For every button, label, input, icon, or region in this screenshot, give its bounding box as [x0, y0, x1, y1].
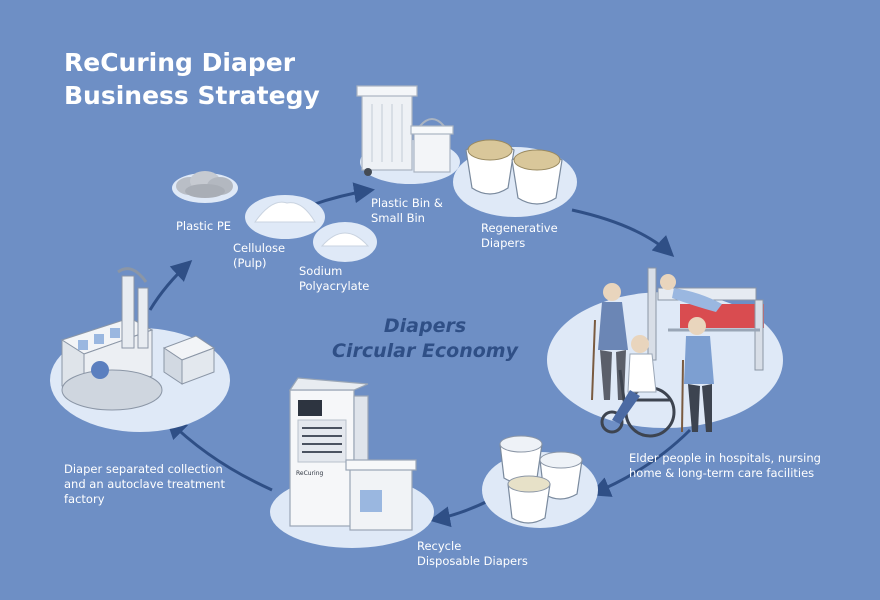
arrow-materials-to-bins	[311, 182, 375, 207]
cycle-arrows	[148, 182, 692, 528]
arrow-elder-to-used-diapers	[589, 428, 692, 497]
cellulose-label: Cellulose (Pulp)	[233, 241, 286, 270]
page-title: ReCuring Diaper Business Strategy	[64, 46, 320, 112]
arrow-bin-to-factory	[165, 417, 273, 492]
cellulose-pulp-icon	[254, 201, 316, 223]
plastic-bin-icon	[356, 85, 418, 176]
plastic-bin-label: Plastic Bin & Small Bin	[371, 196, 443, 225]
center-caption: Diapers Circular Economy	[330, 314, 520, 364]
used-diapers-icon	[499, 435, 583, 524]
elder-people-label: Elder people in hospitals, nursing home …	[629, 451, 821, 480]
regenerative-diapers-label: Regenerative Diapers	[481, 221, 558, 250]
plastic-pe-icon	[176, 171, 233, 198]
factory-icon	[60, 267, 216, 411]
sodium-polyacrylate-icon	[320, 232, 370, 247]
arrow-diapers-to-elder	[571, 208, 675, 258]
recycle-diapers-label: Recycle Disposable Diapers	[417, 539, 528, 568]
plastic-pe-label: Plastic PE	[176, 219, 232, 233]
recycling-machine-brand-text: ReCuring	[296, 470, 324, 477]
small-bin-icon	[410, 118, 454, 173]
elderly-in-wheelchair	[612, 335, 657, 424]
elderly-standing-right	[681, 317, 714, 433]
arrow-factory-to-materials	[148, 259, 193, 311]
center-caption-line-1: Diapers	[383, 315, 467, 337]
factory-label: Diaper separated collection and an autoc…	[64, 462, 225, 506]
title-line-2: Business Strategy	[64, 81, 320, 110]
title-line-1: ReCuring Diaper	[64, 48, 296, 77]
arrow-used-diapers-to-bin	[429, 498, 491, 528]
eco-bin-icon	[345, 459, 417, 531]
sodium-polyacrylate-label: Sodium Polyacrylate	[299, 264, 370, 293]
center-caption-line-2: Circular Economy	[332, 340, 518, 362]
elderly-patient-in-bed	[660, 274, 722, 312]
regenerative-diapers-icon	[465, 139, 563, 205]
